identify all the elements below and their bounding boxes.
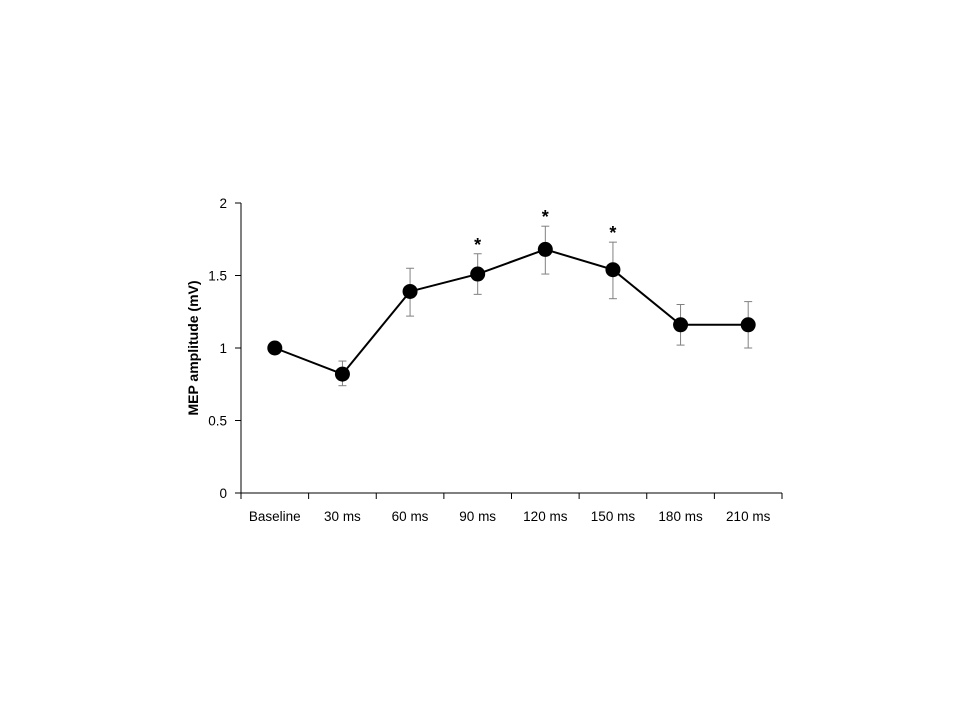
y-axis-title: MEP amplitude (mV) (185, 280, 201, 415)
significance-marks-group: * * * (474, 207, 616, 255)
significance-asterisk: * (542, 207, 549, 227)
y-tick-label: 0.5 (208, 414, 227, 429)
x-category-label: 150 ms (591, 509, 636, 524)
x-category-label: Baseline (249, 509, 301, 524)
data-point (605, 262, 621, 278)
x-category-labels-group: Baseline 30 ms 60 ms 90 ms 120 ms 150 ms 180 m… (249, 509, 771, 524)
y-tick-labels-group: 0 0.5 1 1.5 2 (208, 196, 227, 501)
data-point (740, 317, 756, 333)
data-point (267, 340, 283, 356)
data-point (402, 283, 418, 299)
significance-asterisk: * (609, 223, 616, 243)
data-point (334, 366, 350, 382)
y-tick-label: 0 (219, 486, 227, 501)
y-tick-label: 1 (219, 341, 227, 356)
data-points-group (267, 241, 756, 382)
x-category-label: 210 ms (726, 509, 771, 524)
data-point (537, 241, 553, 257)
x-category-label: 120 ms (523, 509, 568, 524)
series-line-group (274, 248, 749, 376)
axes-group (235, 202, 783, 499)
x-category-label: 30 ms (324, 509, 361, 524)
data-point (470, 266, 486, 282)
data-point (673, 317, 689, 333)
series-line (274, 248, 749, 376)
x-category-label: 60 ms (392, 509, 429, 524)
x-category-label: 180 ms (658, 509, 703, 524)
y-tick-label: 2 (219, 196, 227, 211)
x-category-label: 90 ms (459, 509, 496, 524)
y-tick-label: 1.5 (208, 269, 227, 284)
significance-asterisk: * (474, 235, 481, 255)
